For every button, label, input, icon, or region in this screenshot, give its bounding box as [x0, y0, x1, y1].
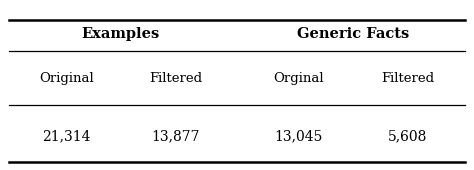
Text: Orginal: Orginal [273, 72, 324, 85]
Text: Original: Original [39, 72, 94, 85]
Text: 21,314: 21,314 [42, 129, 91, 143]
Text: Filtered: Filtered [381, 72, 434, 85]
Text: 13,045: 13,045 [274, 129, 323, 143]
Text: Examples: Examples [82, 27, 160, 41]
Text: 13,877: 13,877 [151, 129, 200, 143]
Text: 5,608: 5,608 [388, 129, 428, 143]
Text: Generic Facts: Generic Facts [297, 27, 409, 41]
Text: Filtered: Filtered [149, 72, 202, 85]
